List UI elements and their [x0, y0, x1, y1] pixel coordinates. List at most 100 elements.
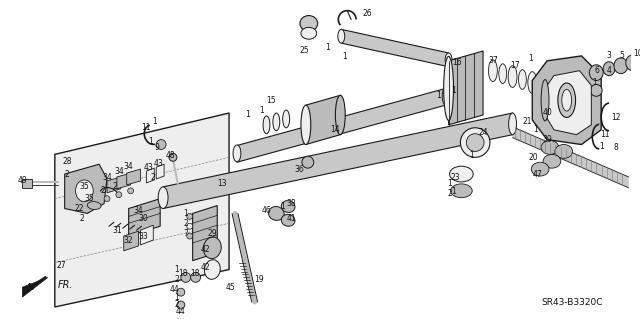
Polygon shape	[127, 169, 140, 185]
Text: 25: 25	[299, 47, 308, 56]
Text: 17: 17	[509, 61, 519, 70]
Ellipse shape	[338, 29, 345, 43]
Ellipse shape	[555, 145, 573, 158]
Text: 1: 1	[436, 91, 441, 100]
Polygon shape	[306, 95, 340, 145]
Text: 1: 1	[451, 187, 456, 196]
Polygon shape	[449, 51, 483, 125]
Text: 23: 23	[451, 173, 460, 182]
Text: 47: 47	[532, 169, 542, 179]
Ellipse shape	[204, 260, 220, 279]
Ellipse shape	[499, 64, 507, 84]
Ellipse shape	[283, 110, 290, 128]
Text: 1: 1	[259, 106, 264, 115]
Text: 33: 33	[138, 232, 148, 241]
Circle shape	[191, 272, 200, 282]
Text: 35: 35	[79, 182, 89, 191]
Ellipse shape	[281, 201, 295, 212]
Text: 43: 43	[154, 159, 163, 168]
Ellipse shape	[558, 83, 575, 117]
Circle shape	[116, 192, 122, 198]
Ellipse shape	[518, 70, 526, 89]
Polygon shape	[117, 173, 131, 189]
Text: 38: 38	[286, 199, 296, 208]
Ellipse shape	[281, 214, 295, 226]
Text: 28: 28	[63, 157, 72, 166]
Ellipse shape	[301, 105, 311, 145]
Ellipse shape	[541, 79, 549, 121]
Ellipse shape	[451, 184, 472, 198]
Ellipse shape	[541, 141, 559, 154]
Ellipse shape	[590, 85, 602, 96]
Circle shape	[177, 301, 185, 309]
Circle shape	[169, 153, 177, 161]
Ellipse shape	[509, 113, 516, 135]
Text: 35: 35	[84, 194, 94, 203]
Ellipse shape	[614, 58, 628, 74]
Ellipse shape	[445, 53, 452, 67]
Circle shape	[302, 156, 314, 168]
Ellipse shape	[460, 128, 490, 157]
Text: 44: 44	[176, 308, 186, 316]
Polygon shape	[124, 231, 138, 251]
Text: 11: 11	[600, 130, 610, 139]
Text: 42: 42	[200, 263, 211, 272]
Text: 2: 2	[64, 169, 69, 179]
Polygon shape	[193, 205, 217, 261]
Text: 10: 10	[633, 49, 640, 58]
Polygon shape	[129, 199, 160, 236]
Text: 1: 1	[469, 151, 474, 160]
Ellipse shape	[528, 72, 537, 93]
Ellipse shape	[76, 180, 93, 202]
Polygon shape	[107, 177, 121, 193]
Text: 22: 22	[75, 204, 84, 213]
Text: 18: 18	[190, 269, 200, 278]
Circle shape	[187, 213, 193, 219]
Polygon shape	[22, 278, 48, 297]
Circle shape	[187, 233, 193, 239]
Text: 1: 1	[451, 86, 456, 95]
Ellipse shape	[589, 65, 603, 80]
Text: 7: 7	[183, 229, 188, 238]
Polygon shape	[156, 164, 164, 179]
Ellipse shape	[442, 88, 449, 105]
Ellipse shape	[508, 66, 517, 87]
Text: 49: 49	[17, 176, 28, 185]
Ellipse shape	[562, 89, 572, 111]
Text: 11: 11	[141, 123, 151, 132]
Ellipse shape	[603, 62, 615, 76]
Ellipse shape	[233, 145, 241, 162]
Text: 1: 1	[592, 78, 596, 87]
Text: 4: 4	[607, 66, 611, 75]
Circle shape	[156, 140, 166, 149]
Text: 1: 1	[280, 202, 285, 211]
Text: 2: 2	[79, 214, 84, 223]
Text: 1: 1	[599, 142, 604, 151]
Ellipse shape	[263, 116, 270, 134]
Text: 39: 39	[542, 135, 552, 144]
Text: 20: 20	[529, 153, 538, 162]
Polygon shape	[147, 168, 154, 183]
Text: 12: 12	[611, 114, 621, 122]
Text: 2: 2	[151, 173, 156, 182]
Text: 27: 27	[57, 261, 67, 270]
Ellipse shape	[467, 134, 484, 152]
Text: 32: 32	[124, 236, 134, 246]
Ellipse shape	[87, 202, 101, 210]
Text: 21: 21	[523, 117, 532, 126]
Text: 2: 2	[113, 182, 117, 191]
Ellipse shape	[449, 166, 473, 182]
Text: 1: 1	[245, 110, 250, 120]
Ellipse shape	[543, 154, 561, 168]
Ellipse shape	[268, 206, 284, 220]
Text: 1: 1	[325, 42, 330, 52]
Text: 36: 36	[294, 165, 304, 174]
Text: 26: 26	[362, 9, 372, 18]
Text: 13: 13	[218, 179, 227, 189]
Text: 9: 9	[155, 143, 159, 152]
Text: 37: 37	[488, 56, 498, 65]
Text: 48: 48	[165, 151, 175, 160]
Ellipse shape	[444, 56, 454, 120]
Ellipse shape	[158, 187, 168, 209]
Text: 2: 2	[100, 186, 106, 195]
